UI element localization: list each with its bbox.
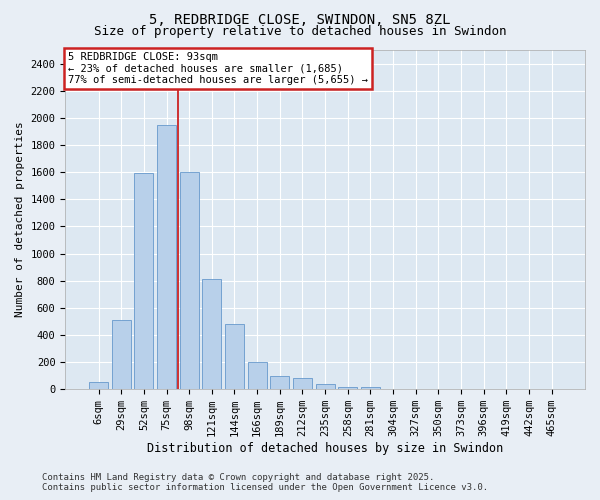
Bar	[293, 378, 312, 389]
Bar	[361, 387, 380, 389]
Bar	[338, 386, 358, 389]
Bar	[248, 362, 267, 389]
Bar	[134, 174, 154, 389]
Text: Size of property relative to detached houses in Swindon: Size of property relative to detached ho…	[94, 25, 506, 38]
X-axis label: Distribution of detached houses by size in Swindon: Distribution of detached houses by size …	[147, 442, 503, 455]
Bar	[202, 280, 221, 389]
Text: 5 REDBRIDGE CLOSE: 93sqm
← 23% of detached houses are smaller (1,685)
77% of sem: 5 REDBRIDGE CLOSE: 93sqm ← 23% of detach…	[68, 52, 368, 85]
Bar	[383, 388, 403, 389]
Bar	[316, 384, 335, 389]
Bar	[157, 124, 176, 389]
Text: 5, REDBRIDGE CLOSE, SWINDON, SN5 8ZL: 5, REDBRIDGE CLOSE, SWINDON, SN5 8ZL	[149, 12, 451, 26]
Bar	[179, 172, 199, 389]
Text: Contains HM Land Registry data © Crown copyright and database right 2025.
Contai: Contains HM Land Registry data © Crown c…	[42, 473, 488, 492]
Bar	[112, 320, 131, 389]
Bar	[89, 382, 108, 389]
Y-axis label: Number of detached properties: Number of detached properties	[15, 122, 25, 318]
Bar	[225, 324, 244, 389]
Bar	[270, 376, 289, 389]
